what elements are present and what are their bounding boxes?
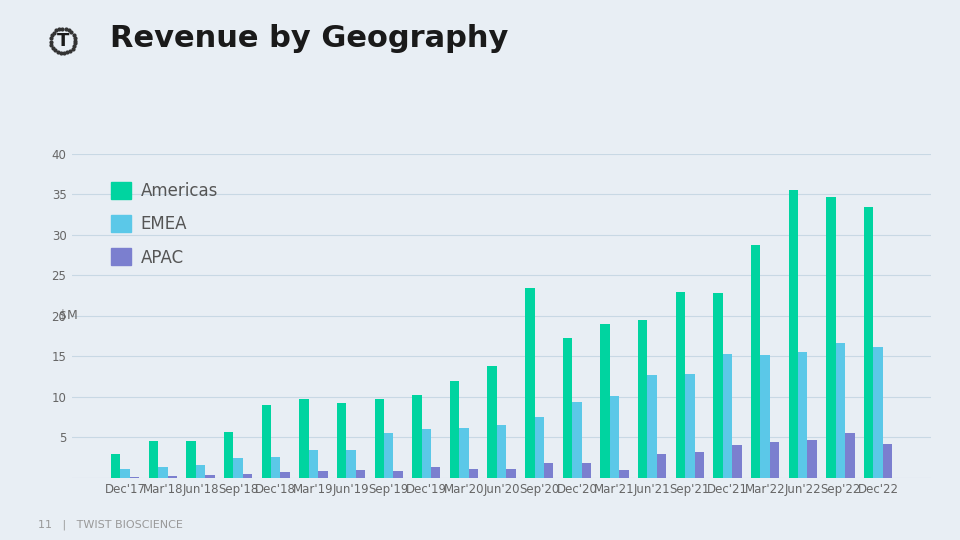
Bar [600, 324, 610, 478]
Bar [874, 347, 883, 478]
Bar [196, 465, 205, 478]
Bar [732, 445, 741, 478]
Bar [694, 452, 704, 478]
Bar [563, 338, 572, 478]
Bar [657, 454, 666, 478]
Bar [535, 417, 544, 478]
Bar [394, 470, 403, 478]
Bar [506, 469, 516, 478]
Bar [224, 432, 233, 478]
Text: Revenue by Geography: Revenue by Geography [110, 24, 509, 53]
Bar [356, 470, 365, 478]
Bar [243, 474, 252, 478]
Bar [751, 245, 760, 478]
Bar [186, 442, 196, 478]
Bar [384, 433, 394, 478]
Bar [271, 457, 280, 478]
Bar [309, 450, 318, 478]
Bar [760, 355, 770, 478]
Bar [497, 426, 506, 478]
Bar [167, 476, 177, 478]
Bar [864, 206, 874, 478]
Bar [713, 293, 723, 478]
Bar [450, 381, 459, 478]
Bar [459, 428, 468, 478]
Bar [149, 442, 158, 478]
Bar [610, 396, 619, 478]
Bar [582, 462, 591, 478]
Bar [827, 197, 836, 478]
Bar [421, 429, 431, 478]
Bar [845, 433, 854, 478]
Bar [638, 320, 647, 478]
Bar [619, 470, 629, 478]
Bar [807, 440, 817, 478]
Text: T: T [57, 32, 69, 50]
Bar [431, 467, 441, 478]
Bar [836, 343, 845, 478]
Text: 11   |   TWIST BIOSCIENCE: 11 | TWIST BIOSCIENCE [38, 520, 183, 530]
Bar [205, 475, 215, 478]
Bar [770, 442, 780, 478]
Bar [647, 375, 657, 478]
Bar [412, 395, 421, 478]
Bar [337, 403, 347, 478]
Bar [488, 366, 497, 478]
Legend: Americas, EMEA, APAC: Americas, EMEA, APAC [98, 168, 231, 280]
Bar [280, 472, 290, 478]
Bar [158, 467, 167, 478]
Bar [572, 402, 582, 478]
Bar [883, 444, 892, 478]
Bar [525, 287, 535, 478]
Bar [233, 458, 243, 478]
Bar [798, 352, 807, 478]
Bar [723, 354, 732, 478]
Bar [120, 469, 130, 478]
Bar [318, 470, 327, 478]
Bar [788, 190, 798, 478]
Bar [468, 469, 478, 478]
Bar [130, 477, 139, 478]
Bar [262, 405, 271, 478]
Bar [300, 399, 309, 478]
Bar [374, 399, 384, 478]
Bar [676, 292, 685, 478]
Bar [685, 374, 694, 478]
Bar [347, 449, 356, 478]
Text: $M: $M [60, 309, 78, 322]
Bar [544, 463, 553, 478]
Bar [111, 454, 120, 478]
